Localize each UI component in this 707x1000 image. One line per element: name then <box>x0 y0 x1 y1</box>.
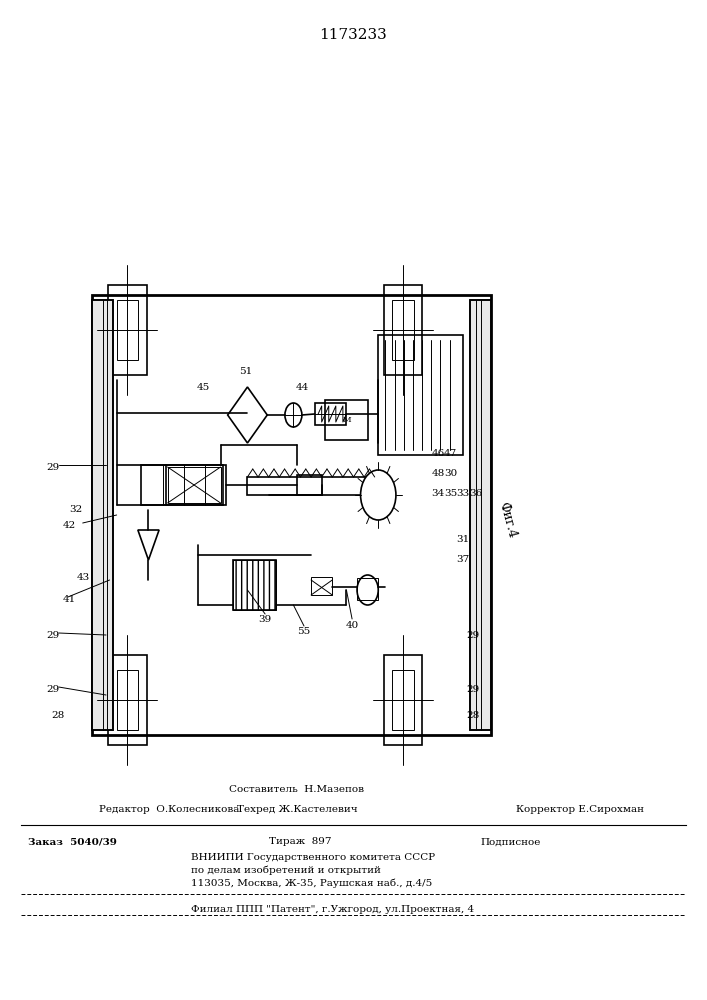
Bar <box>117 670 138 730</box>
Bar <box>233 560 276 610</box>
Text: 31: 31 <box>456 536 469 544</box>
Bar <box>92 300 113 730</box>
Text: 35: 35 <box>444 488 457 497</box>
Text: M: M <box>342 416 351 424</box>
Text: 41: 41 <box>62 595 76 604</box>
Text: 51: 51 <box>239 367 252 376</box>
Text: 43: 43 <box>76 574 90 582</box>
Text: 29: 29 <box>467 686 480 694</box>
Polygon shape <box>228 387 267 443</box>
Bar <box>383 285 422 375</box>
Bar <box>311 577 332 595</box>
Bar <box>92 300 113 730</box>
Text: 36: 36 <box>469 488 483 497</box>
Text: 113035, Москва, Ж-35, Раушская наб., д.4/5: 113035, Москва, Ж-35, Раушская наб., д.4… <box>191 878 432 888</box>
Bar <box>315 403 346 425</box>
Text: 29: 29 <box>46 464 59 473</box>
Text: 44: 44 <box>296 382 308 391</box>
Bar <box>470 300 491 730</box>
Text: ВНИИПИ Государственного комитета СССР: ВНИИПИ Государственного комитета СССР <box>191 852 435 861</box>
Text: 29: 29 <box>46 686 59 694</box>
Text: 47: 47 <box>444 448 457 458</box>
Text: 33: 33 <box>457 488 470 497</box>
Text: 29: 29 <box>467 631 480 640</box>
Text: 45: 45 <box>197 382 209 391</box>
Text: 48: 48 <box>431 468 445 478</box>
Bar <box>297 475 322 495</box>
Bar <box>107 285 147 375</box>
Text: 28: 28 <box>467 710 480 720</box>
Bar <box>233 560 276 610</box>
Text: Техред Ж.Кастелевич: Техред Ж.Кастелевич <box>237 806 357 814</box>
Text: по делам изобретений и открытий: по делам изобретений и открытий <box>191 865 381 875</box>
Bar <box>470 300 491 730</box>
Bar <box>247 477 375 495</box>
Text: Филиал ППП "Патент", г.Ужгород, ул.Проектная, 4: Филиал ППП "Патент", г.Ужгород, ул.Проек… <box>191 906 474 914</box>
Text: 37: 37 <box>456 556 469 564</box>
Text: Корректор Е.Сирохман: Корректор Е.Сирохман <box>516 806 644 814</box>
Circle shape <box>357 575 378 605</box>
Circle shape <box>285 403 302 427</box>
Bar <box>166 465 223 505</box>
Bar <box>107 655 147 745</box>
Text: 42: 42 <box>62 520 76 530</box>
Circle shape <box>361 470 396 520</box>
Text: 28: 28 <box>52 710 65 720</box>
Text: 39: 39 <box>259 615 271 624</box>
Text: Редактор  О.Колесникова: Редактор О.Колесникова <box>99 806 240 814</box>
Bar <box>392 300 414 360</box>
Text: 32: 32 <box>69 506 83 514</box>
Text: Заказ  5040/39: Заказ 5040/39 <box>28 838 117 846</box>
Bar <box>117 300 138 360</box>
Text: 30: 30 <box>444 468 457 478</box>
Text: Подписное: Подписное <box>481 838 541 846</box>
Text: 29: 29 <box>46 631 59 640</box>
Bar <box>357 578 378 600</box>
Bar <box>325 400 368 440</box>
Bar <box>392 670 414 730</box>
Bar <box>383 655 422 745</box>
Bar <box>141 465 226 505</box>
Bar <box>378 335 463 455</box>
Polygon shape <box>138 530 159 560</box>
Bar <box>168 467 221 503</box>
Text: 46: 46 <box>431 448 445 458</box>
Text: 1173233: 1173233 <box>320 28 387 42</box>
Text: 40: 40 <box>346 620 358 630</box>
Text: 34: 34 <box>431 488 445 497</box>
Text: Тираж  897: Тираж 897 <box>269 838 331 846</box>
Text: 55: 55 <box>298 628 310 637</box>
Text: Фиг.4: Фиг.4 <box>496 500 519 540</box>
Text: Составитель  Н.Мазепов: Составитель Н.Мазепов <box>230 786 364 794</box>
Bar <box>92 295 491 735</box>
